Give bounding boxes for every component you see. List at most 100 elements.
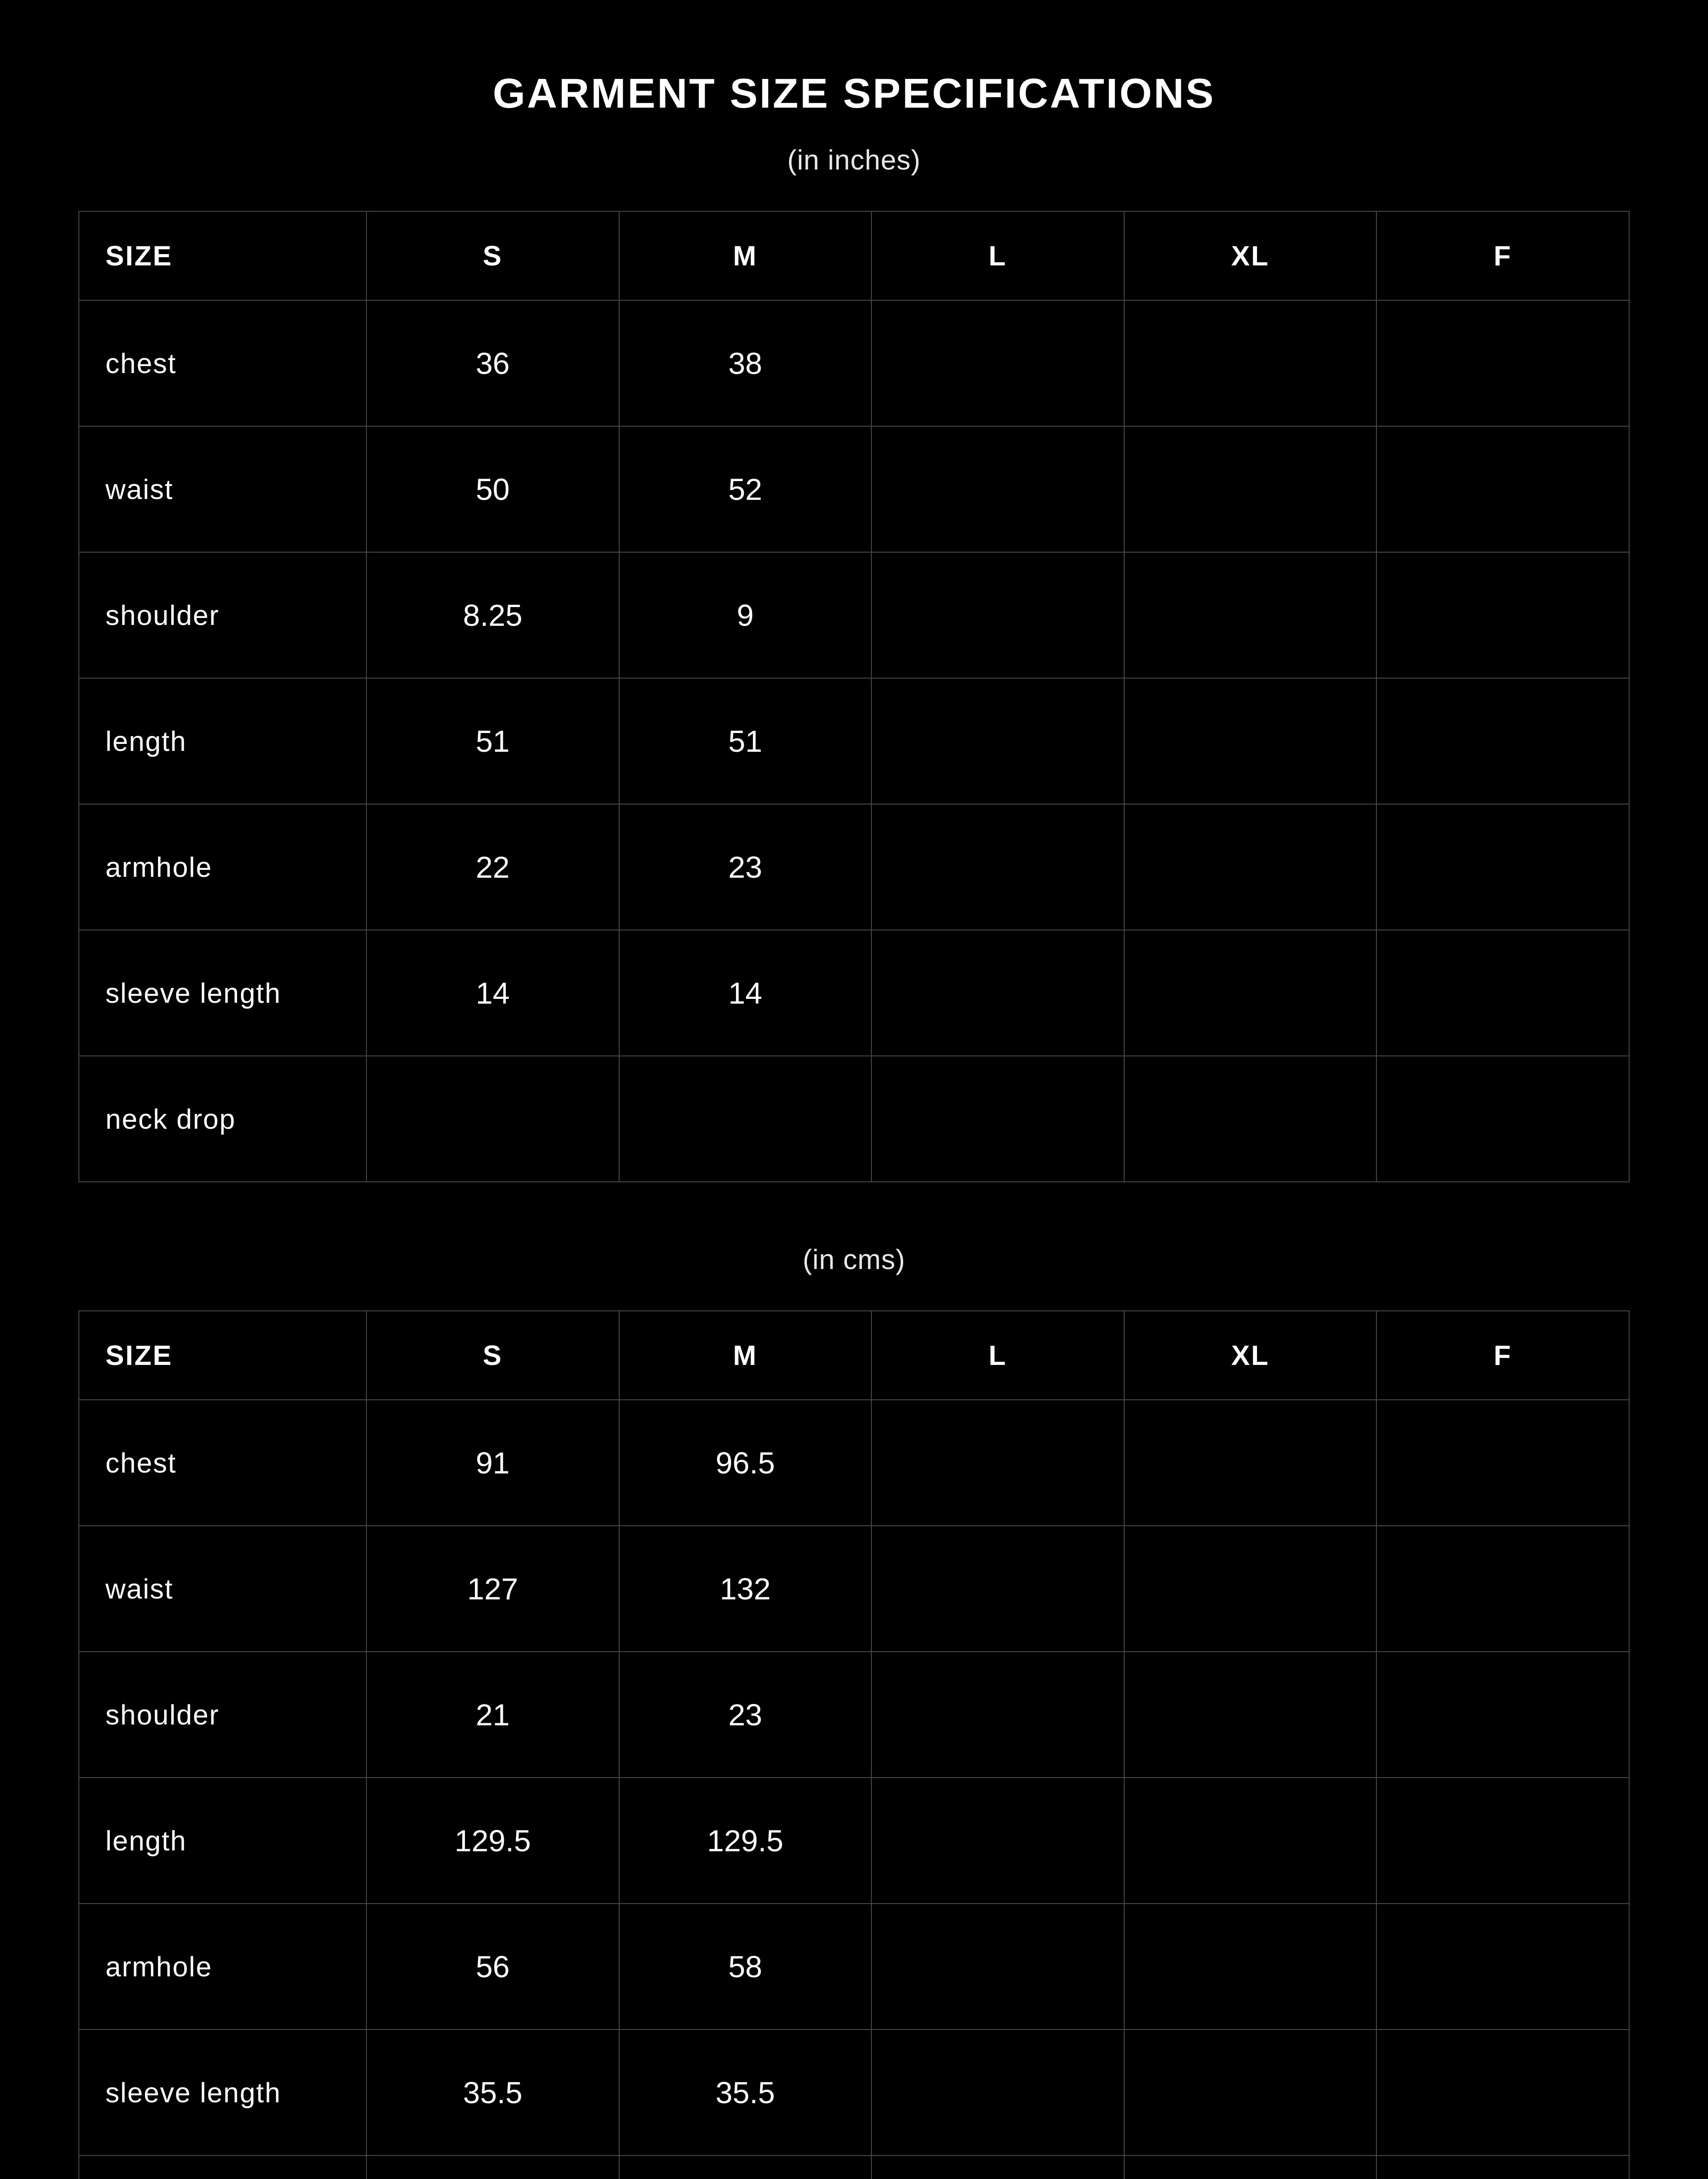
row-label: shoulder <box>79 1652 366 1778</box>
table-row: neck drop <box>79 1056 1629 1182</box>
cell-value <box>871 426 1124 552</box>
size-col-l: L <box>871 1311 1124 1400</box>
size-col-s: S <box>366 1311 619 1400</box>
row-label: length <box>79 678 366 804</box>
cell-value <box>1124 1400 1377 1526</box>
cell-value <box>1376 1526 1629 1652</box>
cell-value <box>1376 1056 1629 1182</box>
row-label: length <box>79 1778 366 1904</box>
row-label: waist <box>79 1526 366 1652</box>
cell-value <box>1124 2155 1377 2179</box>
cell-value <box>1124 804 1377 930</box>
cell-value: 127 <box>366 1526 619 1652</box>
size-header-label: SIZE <box>79 211 366 300</box>
cell-value <box>1124 1652 1377 1778</box>
cell-value <box>1124 1056 1377 1182</box>
cell-value: 35.5 <box>366 2030 619 2155</box>
cell-value: 9 <box>619 552 872 678</box>
cell-value <box>619 1056 872 1182</box>
cell-value: 96.5 <box>619 1400 872 1526</box>
cell-value: 21 <box>366 1652 619 1778</box>
cell-value <box>366 1056 619 1182</box>
size-col-s: S <box>366 211 619 300</box>
cell-value <box>1124 930 1377 1056</box>
cell-value: 129.5 <box>366 1778 619 1904</box>
table-row: waist5052 <box>79 426 1629 552</box>
cell-value: 22 <box>366 804 619 930</box>
row-label: neck drop <box>79 2155 366 2179</box>
cell-value <box>1376 1778 1629 1904</box>
size-col-xl: XL <box>1124 1311 1377 1400</box>
row-label: armhole <box>79 1904 366 2030</box>
cell-value: 58 <box>619 1904 872 2030</box>
cell-value <box>1376 804 1629 930</box>
table-row: sleeve length1414 <box>79 930 1629 1056</box>
cell-value: 36 <box>366 300 619 426</box>
size-header-label: SIZE <box>79 1311 366 1400</box>
cell-value <box>1376 552 1629 678</box>
cell-value <box>1124 678 1377 804</box>
cell-value <box>1376 1904 1629 2030</box>
cell-value <box>1124 300 1377 426</box>
cell-value <box>1124 552 1377 678</box>
cell-value: 23 <box>619 1652 872 1778</box>
row-label: chest <box>79 1400 366 1526</box>
size-table-cms: SIZE S M L XL F chest9196.5waist127132sh… <box>78 1310 1630 2179</box>
table-row: length129.5129.5 <box>79 1778 1629 1904</box>
table-row: length5151 <box>79 678 1629 804</box>
row-label: shoulder <box>79 552 366 678</box>
page-title: GARMENT SIZE SPECIFICATIONS <box>78 70 1630 118</box>
cell-value <box>1124 1904 1377 2030</box>
cell-value: 51 <box>366 678 619 804</box>
size-col-m: M <box>619 211 872 300</box>
cell-value <box>1376 300 1629 426</box>
unit-label-inches: (in inches) <box>78 144 1630 176</box>
cell-value <box>871 1400 1124 1526</box>
table-header-row: SIZE S M L XL F <box>79 1311 1629 1400</box>
row-label: sleeve length <box>79 930 366 1056</box>
cell-value <box>871 300 1124 426</box>
cell-value: 129.5 <box>619 1778 872 1904</box>
cell-value <box>871 678 1124 804</box>
cell-value <box>871 1904 1124 2030</box>
cell-value <box>1124 426 1377 552</box>
size-col-xl: XL <box>1124 211 1377 300</box>
unit-label-cms: (in cms) <box>78 1243 1630 1276</box>
cell-value <box>871 1778 1124 1904</box>
cell-value: 14 <box>366 930 619 1056</box>
table-row: waist127132 <box>79 1526 1629 1652</box>
row-label: neck drop <box>79 1056 366 1182</box>
table-row: armhole5658 <box>79 1904 1629 2030</box>
cell-value <box>871 930 1124 1056</box>
cell-value: 132 <box>619 1526 872 1652</box>
row-label: waist <box>79 426 366 552</box>
cell-value <box>871 2155 1124 2179</box>
cell-value <box>1124 1778 1377 1904</box>
cell-value <box>1376 426 1629 552</box>
cell-value <box>871 1526 1124 1652</box>
cell-value <box>1376 930 1629 1056</box>
cell-value: 51 <box>619 678 872 804</box>
size-col-f: F <box>1376 211 1629 300</box>
cell-value <box>366 2155 619 2179</box>
cell-value <box>1124 1526 1377 1652</box>
cell-value <box>871 2030 1124 2155</box>
table-row: sleeve length35.535.5 <box>79 2030 1629 2155</box>
row-label: sleeve length <box>79 2030 366 2155</box>
cell-value: 91 <box>366 1400 619 1526</box>
size-col-f: F <box>1376 1311 1629 1400</box>
size-col-m: M <box>619 1311 872 1400</box>
cell-value: 35.5 <box>619 2030 872 2155</box>
cell-value <box>1376 2030 1629 2155</box>
row-label: chest <box>79 300 366 426</box>
table-header-row: SIZE S M L XL F <box>79 211 1629 300</box>
cell-value <box>871 804 1124 930</box>
cell-value: 50 <box>366 426 619 552</box>
table-row: chest9196.5 <box>79 1400 1629 1526</box>
table-body-cms: chest9196.5waist127132shoulder2123length… <box>79 1400 1629 2179</box>
table-row: shoulder8.259 <box>79 552 1629 678</box>
cell-value: 56 <box>366 1904 619 2030</box>
table-row: armhole2223 <box>79 804 1629 930</box>
cell-value <box>619 2155 872 2179</box>
cell-value <box>1376 1400 1629 1526</box>
